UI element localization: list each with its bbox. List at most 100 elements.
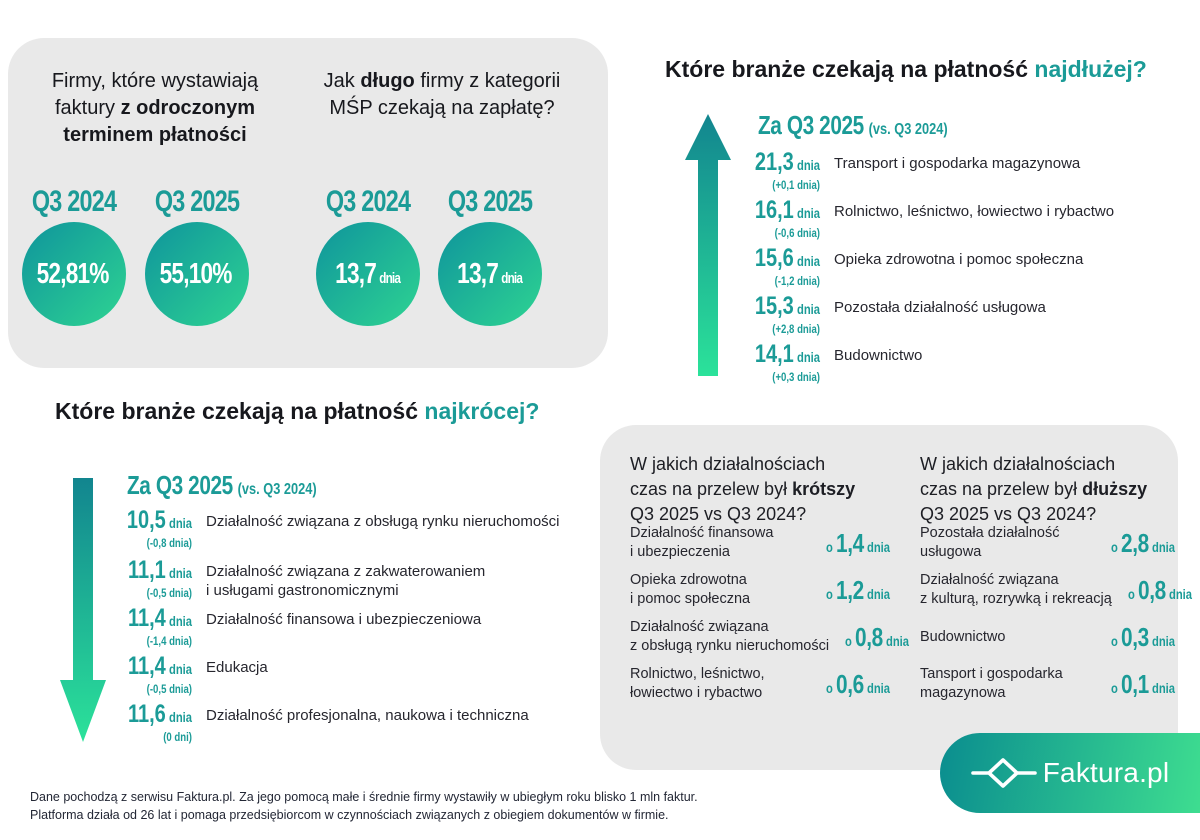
comparison-row: Opieka zdrowotna i pomoc społeczna o 1,2 d… [630, 570, 890, 610]
industry-row: 10,5 dnia (-0,8 dnia) Działalność związan… [105, 506, 575, 551]
longest-wait-title: Które branże czekają na płatność najdłuż… [665, 56, 1147, 83]
comparison-row: Pozostała działalność usługowa o 2,8 dnia [920, 523, 1175, 563]
comparison-row: Tansport i gospodarka magazynowa o 0,1 dni… [920, 664, 1175, 704]
days-unit: dnia [866, 538, 890, 555]
days-value: 1,4 [836, 527, 864, 558]
stat-value: 55,10% [159, 257, 232, 290]
row-value: 21,3 dnia (+0,1 dnia) [733, 148, 820, 193]
row-value: 10,5 dnia (-0,8 dnia) [105, 506, 192, 551]
industry-row: 21,3 dnia (+0,1 dnia) Transport i gospoda… [733, 148, 1183, 193]
days-value: 0,3 [1121, 621, 1149, 652]
industry-label: Edukacja [206, 659, 268, 676]
footnote-line2: Platforma działa od 26 lat i pomaga prze… [30, 808, 669, 822]
days-unit: dnia [866, 585, 890, 602]
stat-circle: 13,7 dnia [316, 222, 420, 326]
stat-value: 52,81% [36, 257, 109, 290]
heading-regular: Q3 2025 vs Q3 2024? [630, 504, 807, 524]
stat-value: 13,7 dnia [335, 257, 402, 290]
heading-regular: W jakich działalnościach czas na przelew… [920, 454, 1116, 499]
days-value: 11,4 [127, 604, 166, 632]
row-value: 16,1 dnia (-0,6 dnia) [733, 196, 820, 241]
faktura-logo-badge: Faktura.pl [940, 733, 1200, 813]
industry-label: Działalność związana z zakwaterowaniem i… [206, 563, 486, 599]
stat-period-label: Q3 2025 [132, 186, 262, 218]
stat-unit: dnia [379, 269, 402, 287]
summary-panel: Firmy, które wystawiają faktury z odrocz… [8, 38, 608, 368]
days-unit: dnia [1151, 538, 1175, 555]
activity-label: Działalność związana z obsługą rynku nie… [630, 619, 830, 654]
faktura-logo-text: Faktura.pl [1042, 757, 1170, 788]
activity-label: Działalność związana z kulturą, rozrywką… [920, 572, 1112, 607]
days-unit: dnia [1168, 585, 1192, 602]
days-unit: dnia [168, 661, 192, 677]
row-value: 15,3 dnia (+2,8 dnia) [733, 292, 820, 337]
shorter-column-heading: W jakich działalnościach czas na przelew… [630, 452, 880, 527]
days-unit: dnia [886, 632, 910, 649]
stat-period-label: Q3 2025 [425, 186, 555, 218]
days-value: 1,2 [836, 574, 864, 605]
value-prefix: o [826, 679, 833, 696]
days-value: 11,4 [127, 652, 166, 680]
value-prefix: o [826, 585, 833, 602]
stat-block-q3-2025-percent: Q3 2025 55,10% [132, 186, 262, 326]
days-unit: dnia [1151, 632, 1175, 649]
longest-period-label: Za Q3 2025 (vs. Q3 2024) [758, 110, 995, 141]
value-prefix: o [845, 632, 852, 649]
row-value: 11,1 dnia (-0,5 dnia) [105, 558, 192, 601]
period-main: Za Q3 2025 [127, 470, 233, 500]
industry-label: Działalność profesjonalna, naukowa i tec… [206, 707, 529, 724]
value-prefix: o [1111, 538, 1118, 555]
stat-circle: 52,81% [22, 222, 126, 326]
days-value: 21,3 [754, 148, 794, 176]
change-value: (+0,3 dnia) [772, 370, 820, 384]
days-unit: dnia [866, 679, 890, 696]
stat-block-q3-2024-percent: Q3 2024 52,81% [9, 186, 139, 326]
industry-label: Pozostała działalność usługowa [834, 299, 1046, 316]
industry-row: 11,6 dnia (0 dni) Działalność profesjonal… [105, 702, 575, 745]
change-value: (-0,6 dnia) [774, 226, 820, 240]
value-prefix: o [1127, 585, 1135, 602]
industry-row: 11,4 dnia (-1,4 dnia) Działalność finanso… [105, 604, 575, 649]
days-unit: dnia [168, 515, 192, 531]
change-value: (-0,8 dnia) [146, 536, 192, 550]
heading-bold: długo [360, 70, 415, 92]
change-value: (+0,1 dnia) [772, 178, 820, 192]
stat-circle: 13,7 dnia [438, 222, 542, 326]
title-regular: Które branże czekają na płatność [55, 398, 425, 424]
days-value: 15,3 [754, 292, 794, 320]
industry-label: Budownictwo [834, 347, 923, 364]
industry-row: 15,3 dnia (+2,8 dnia) Pozostała działalno… [733, 292, 1183, 337]
stat-circle: 55,10% [145, 222, 249, 326]
change-value: (-1,4 dnia) [146, 634, 192, 648]
up-arrow [685, 114, 731, 376]
industry-label: Działalność finansowa i ubezpieczeniowa [206, 611, 482, 628]
row-value: 11,6 dnia (0 dni) [105, 702, 192, 745]
days-value: 0,8 [855, 621, 883, 652]
days-value: 15,6 [754, 244, 794, 272]
stat-period-text: Q3 2024 [325, 185, 411, 218]
activity-label: Tansport i gospodarka magazynowa [920, 666, 1063, 701]
row-value: 11,4 dnia (-0,5 dnia) [105, 652, 192, 697]
days-unit: dnia [168, 709, 192, 725]
comparison-row: Budownictwo o 0,3 dnia [920, 617, 1175, 657]
longer-column: Pozostała działalność usługowa o 2,8 dnia … [920, 523, 1192, 711]
title-accent: najdłużej? [1034, 56, 1147, 82]
days-unit: dnia [168, 565, 192, 581]
days-value: 16,1 [754, 196, 794, 224]
industry-row: 15,6 dnia (-1,2 dnia) Opieka zdrowotna i … [733, 244, 1183, 289]
change-value: (-1,2 dnia) [774, 274, 820, 288]
industry-label: Opieka zdrowotna i pomoc społeczna [834, 251, 1084, 268]
activity-label: Budownictwo [920, 628, 1006, 645]
industry-label: Działalność związana z obsługą rynku nie… [206, 513, 560, 530]
industry-row: 11,4 dnia (-0,5 dnia) Edukacja [105, 652, 575, 697]
days-value: 0,6 [836, 668, 864, 699]
days-unit: dnia [796, 157, 820, 173]
stat-unit: dnia [501, 269, 524, 287]
comparison-panel [600, 425, 1178, 770]
change-value: (-0,5 dnia) [146, 586, 192, 600]
days-value: 10,5 [126, 506, 166, 534]
change-value: (+2,8 dnia) [772, 322, 820, 336]
period-sub: (vs. Q3 2024) [237, 481, 317, 498]
